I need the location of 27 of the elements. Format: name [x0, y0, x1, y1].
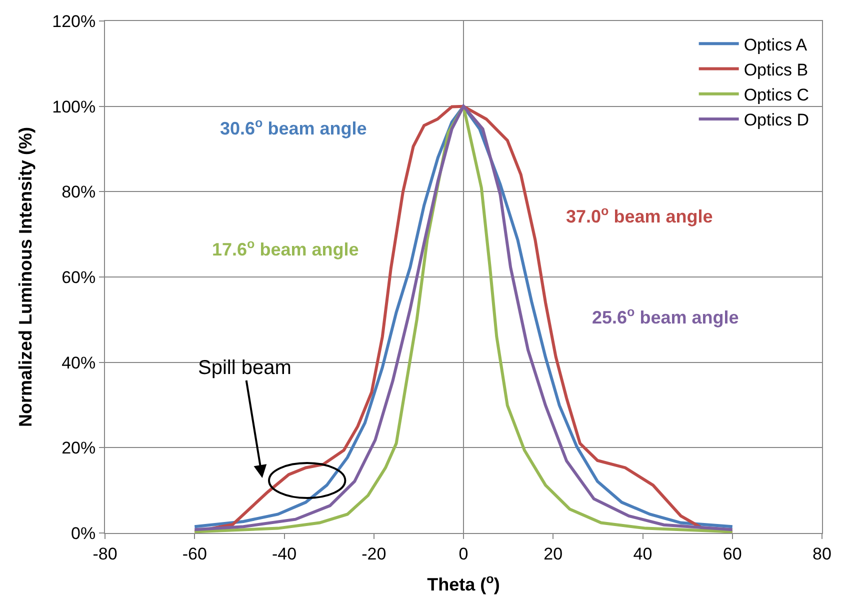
x-tick-label: -40 [272, 544, 297, 564]
annotation: 30.6$^{o}$ beam angle [220, 116, 367, 139]
annotation: 25.6$^{o}$ beam angle [592, 305, 739, 328]
x-tick-label: -20 [362, 544, 386, 564]
y-tick-label: 120% [52, 12, 96, 31]
x-tick-label: 80 [812, 544, 832, 564]
x-tick-label: 60 [722, 544, 742, 564]
y-tick-label: 80% [62, 182, 96, 202]
x-tick-label: 20 [544, 544, 563, 564]
legend-label: Optics A [744, 35, 808, 54]
x-tick-label: -80 [92, 544, 118, 564]
legend-label: Optics D [744, 110, 810, 130]
y-axis-title: Normalized Luminous Intensity (%) [15, 126, 36, 428]
x-tick-label: 40 [633, 544, 652, 564]
y-tick-label: 20% [62, 438, 96, 458]
y-tick-label: 60% [62, 268, 96, 287]
annotation: Spill beam [198, 357, 292, 379]
legend-label: Optics B [744, 60, 808, 80]
annotation: 37.0$^{o}$ beam angle [566, 204, 713, 227]
x-axis-title: Theta ($^{o}$) [427, 572, 500, 594]
x-tick-label: -60 [182, 544, 207, 564]
x-tick-label: 0 [458, 544, 468, 564]
annotation: 17.6$^{o}$ beam angle [212, 237, 359, 260]
legend-label: Optics C [744, 86, 810, 104]
y-tick-label: 0% [71, 524, 96, 543]
y-tick-label: 100% [52, 97, 96, 116]
y-tick-label: 40% [62, 353, 96, 372]
